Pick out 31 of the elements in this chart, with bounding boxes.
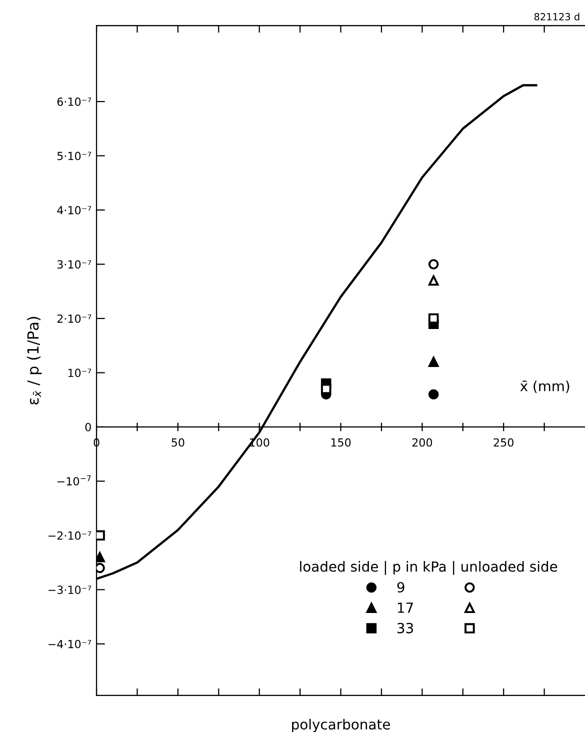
x-tick-label: 50 bbox=[172, 438, 184, 447]
x-axis-title: polycarbonate bbox=[292, 718, 390, 732]
text: 821123 d bbox=[534, 12, 580, 20]
point bbox=[428, 389, 439, 400]
x-tick-label: 200 bbox=[412, 438, 432, 447]
y-tick-label: 10⁻⁷ bbox=[68, 368, 92, 378]
legend-label: 9 bbox=[397, 582, 404, 593]
legend-title: loaded side | p in kPa | unloaded side bbox=[300, 560, 558, 575]
point bbox=[428, 259, 439, 270]
y-tick-label: 2·10⁻⁷ bbox=[57, 314, 92, 323]
legend-label: 17 bbox=[398, 602, 413, 613]
point bbox=[320, 384, 332, 394]
y-tick-label: 4·10⁻⁷ bbox=[57, 206, 92, 214]
y-tick-label: −3·10⁻⁷ bbox=[48, 586, 92, 594]
y-tick-label: −4·10⁻⁷ bbox=[48, 640, 92, 648]
y-tick-label: 0 bbox=[85, 422, 91, 432]
point bbox=[428, 313, 439, 324]
y-tick-label: 5·10⁻⁷ bbox=[57, 152, 92, 160]
point bbox=[428, 356, 439, 368]
point bbox=[96, 562, 105, 574]
y-axis-title: ε$_{x̄}$ / p (1/Pa) bbox=[26, 316, 42, 405]
y-tick-label: −10$^{−7}$ bbox=[58, 475, 91, 486]
point bbox=[96, 552, 105, 562]
point bbox=[428, 275, 439, 286]
annotation: x̄ (mm) bbox=[520, 380, 570, 393]
y-tick-label: 6·10⁻⁷ bbox=[57, 98, 92, 106]
y-tick-label: −2·10⁻⁷ bbox=[48, 531, 92, 540]
x-tick-label: 150 bbox=[331, 438, 351, 447]
y-tick-label: 3·10⁻⁷ bbox=[57, 260, 92, 269]
x-tick-label: 250 bbox=[494, 438, 514, 447]
legend-label: 33 bbox=[397, 622, 413, 634]
